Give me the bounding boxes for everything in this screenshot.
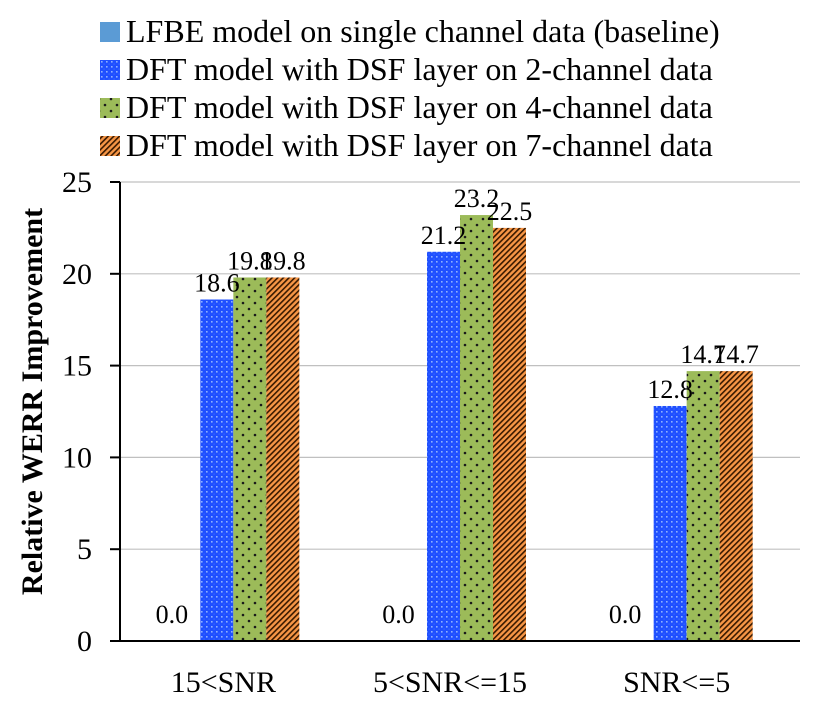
y-axis-title: Relative WERR Improvement (16, 208, 49, 595)
plot-area: 0.018.619.819.80.021.223.222.50.012.814.… (62, 166, 800, 699)
bar-1-series-3 (233, 277, 267, 641)
legend-swatch-3 (100, 98, 120, 118)
y-tick-label-25: 25 (62, 166, 92, 199)
legend-swatch-2 (100, 60, 120, 80)
y-tick-label-20: 20 (62, 258, 92, 291)
bar-3-series-2 (653, 405, 687, 641)
data-label-2-series-2: 21.2 (421, 221, 467, 250)
y-tick-label-10: 10 (62, 441, 92, 474)
data-label-3-series-2: 12.8 (647, 375, 693, 404)
x-category-labels: 15<SNR 5<SNR<=15 SNR<=5 (171, 666, 731, 699)
data-label-2-series-4: 22.5 (487, 197, 533, 226)
y-tick-label-0: 0 (77, 625, 92, 658)
data-label-3-series-4: 14.7 (713, 340, 759, 369)
legend-label-2: DFT model with DSF layer on 2-channel da… (126, 51, 713, 87)
bar-1-series-2 (200, 299, 234, 641)
data-label-2-series-3: 23.2 (454, 184, 500, 213)
legend-label-4: DFT model with DSF layer on 7-channel da… (126, 127, 713, 163)
legend-label-1: LFBE model on single channel data (basel… (126, 13, 720, 49)
data-label-2-series-1: 0.0 (382, 600, 415, 629)
data-label-3-series-3: 14.7 (680, 340, 726, 369)
x-category-label-1: 15<SNR (171, 666, 276, 699)
x-category-label-2: 5<SNR<=15 (373, 666, 527, 699)
data-label-1-series-1: 0.0 (156, 600, 189, 629)
y-tick-label-5: 5 (77, 533, 92, 566)
bar-2-series-2 (427, 251, 460, 641)
legend-swatch-1 (100, 22, 120, 42)
bar-1-series-4 (266, 277, 300, 641)
bar-2-series-4 (493, 227, 526, 641)
legend: LFBE model on single channel data (basel… (100, 13, 720, 163)
data-label-1-series-4: 19.8 (260, 246, 306, 275)
bar-2-series-3 (460, 215, 493, 641)
data-label-1-series-2: 18.6 (194, 269, 240, 298)
legend-label-3: DFT model with DSF layer on 4-channel da… (126, 89, 713, 125)
bars (200, 215, 753, 641)
y-tick-labels: 0 5 10 15 20 25 (62, 166, 120, 658)
y-tick-label-15: 15 (62, 350, 92, 383)
data-label-3-series-1: 0.0 (609, 600, 642, 629)
data-labels: 0.018.619.819.80.021.223.222.50.012.814.… (156, 184, 759, 629)
x-category-label-3: SNR<=5 (623, 666, 730, 699)
bar-3-series-4 (719, 371, 753, 641)
bar-3-series-3 (686, 371, 720, 641)
legend-swatch-4 (100, 136, 120, 156)
data-label-1-series-3: 19.8 (227, 246, 273, 275)
